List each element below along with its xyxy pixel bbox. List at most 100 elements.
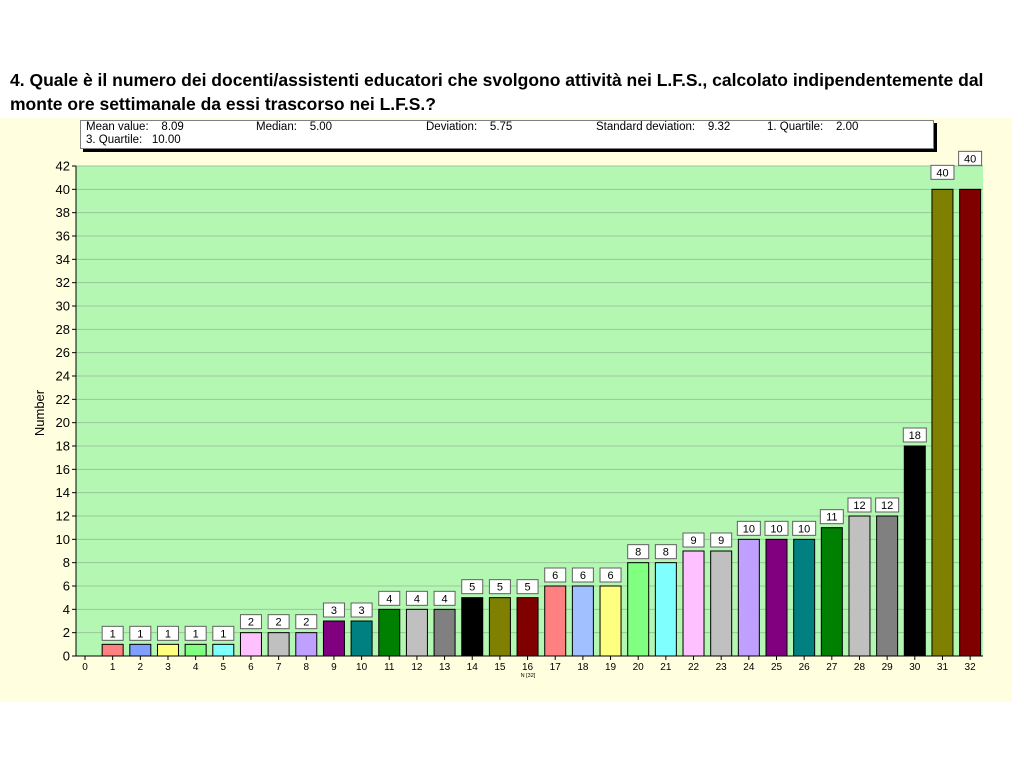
bar — [129, 643, 152, 657]
y-tick-label: 42 — [56, 159, 70, 174]
value-label-box — [792, 520, 817, 536]
value-label-box — [239, 614, 262, 630]
stat-first-quartile: 1. Quartile: 2.00 — [767, 121, 859, 133]
value-label: 4 — [386, 593, 392, 605]
bar — [654, 562, 677, 657]
value-label: 2 — [248, 617, 254, 629]
x-tick-label: 10 — [356, 662, 368, 673]
value-label-box — [433, 590, 456, 606]
value-label: 3 — [359, 605, 365, 617]
value-label-box — [378, 590, 401, 606]
x-tick-label: 19 — [605, 662, 617, 673]
bar — [378, 608, 401, 657]
value-label-box — [875, 497, 900, 513]
x-tick-label: 29 — [882, 662, 894, 673]
x-tick-label: 30 — [909, 662, 921, 673]
bar — [793, 538, 816, 657]
value-label-box — [627, 544, 650, 560]
value-label-box — [710, 532, 733, 548]
y-tick-label: 20 — [56, 415, 70, 430]
bar — [267, 632, 290, 657]
y-tick-label: 26 — [56, 345, 70, 360]
y-tick-label: 22 — [56, 392, 70, 407]
x-tick-label: 11 — [384, 662, 395, 673]
value-label-box — [461, 579, 484, 595]
value-label-box — [847, 497, 872, 513]
y-tick-label: 0 — [63, 649, 70, 664]
value-label-box — [322, 602, 345, 618]
value-label: 1 — [110, 628, 116, 640]
bar — [571, 585, 594, 657]
value-label: 5 — [524, 582, 530, 594]
value-label: 2 — [303, 617, 309, 629]
bar — [239, 632, 262, 657]
value-label: 5 — [497, 582, 503, 594]
x-tick-label: 16 — [522, 662, 534, 673]
x-tick-label: 4 — [193, 662, 199, 673]
value-label: 40 — [936, 167, 948, 179]
y-tick-label: 16 — [56, 462, 70, 477]
x-tick-label: 26 — [799, 662, 811, 673]
y-tick-label: 36 — [56, 229, 70, 244]
value-label-box — [654, 544, 677, 560]
value-label: 11 — [826, 512, 837, 524]
value-label-box — [682, 532, 705, 548]
bar — [544, 585, 567, 657]
value-label: 10 — [770, 523, 782, 535]
y-tick-label: 4 — [63, 602, 70, 617]
y-tick-label: 28 — [56, 322, 70, 337]
axes: 0246810121416182022242628303234363840420… — [56, 159, 983, 673]
x-tick-label: 2 — [138, 662, 144, 673]
bar — [516, 597, 539, 657]
bar — [405, 608, 428, 657]
bars — [101, 188, 982, 657]
value-label: 9 — [690, 535, 696, 547]
value-label: 4 — [442, 593, 448, 605]
value-label-box — [129, 625, 152, 641]
value-label: 8 — [635, 547, 641, 559]
x-tick-label: 28 — [854, 662, 866, 673]
value-label-box — [902, 427, 927, 443]
value-label: 6 — [607, 570, 613, 582]
value-label-box — [958, 150, 983, 166]
value-label-box — [571, 567, 594, 583]
value-label: 18 — [909, 430, 921, 442]
x-tick-label: 32 — [965, 662, 977, 673]
x-tick-label: 24 — [743, 662, 755, 673]
y-tick-label: 30 — [56, 299, 70, 314]
x-tick-label: 8 — [303, 662, 309, 673]
value-label-box — [267, 614, 290, 630]
value-label-box — [516, 579, 539, 595]
value-label: 5 — [469, 582, 475, 594]
x-tick-label: 6 — [248, 662, 254, 673]
y-axis-label: Number — [32, 389, 47, 436]
y-tick-label: 6 — [63, 579, 70, 594]
value-label-box — [819, 509, 844, 525]
y-tick-label: 12 — [56, 509, 70, 524]
value-label: 1 — [193, 628, 199, 640]
x-tick-label: 12 — [411, 662, 423, 673]
value-label-box — [405, 590, 428, 606]
bar — [710, 550, 733, 657]
value-label: 6 — [552, 570, 558, 582]
value-label-box — [295, 614, 318, 630]
value-label-box — [736, 520, 761, 536]
value-label-box — [599, 567, 622, 583]
x-tick-label: 21 — [660, 662, 672, 673]
value-label: 1 — [220, 628, 226, 640]
bar — [765, 538, 788, 657]
bar — [322, 620, 345, 657]
value-label: 9 — [718, 535, 724, 547]
y-tick-label: 8 — [63, 555, 70, 570]
x-tick-label: 5 — [221, 662, 227, 673]
bar — [212, 643, 235, 657]
stat-third-quartile: 3. Quartile: 10.00 — [86, 134, 181, 146]
grid-lines — [76, 165, 983, 634]
y-tick-label: 40 — [56, 182, 70, 197]
x-tick-label: 3 — [165, 662, 171, 673]
x-tick-label: 17 — [550, 662, 562, 673]
bar — [295, 632, 318, 657]
y-tick-label: 10 — [56, 532, 70, 547]
